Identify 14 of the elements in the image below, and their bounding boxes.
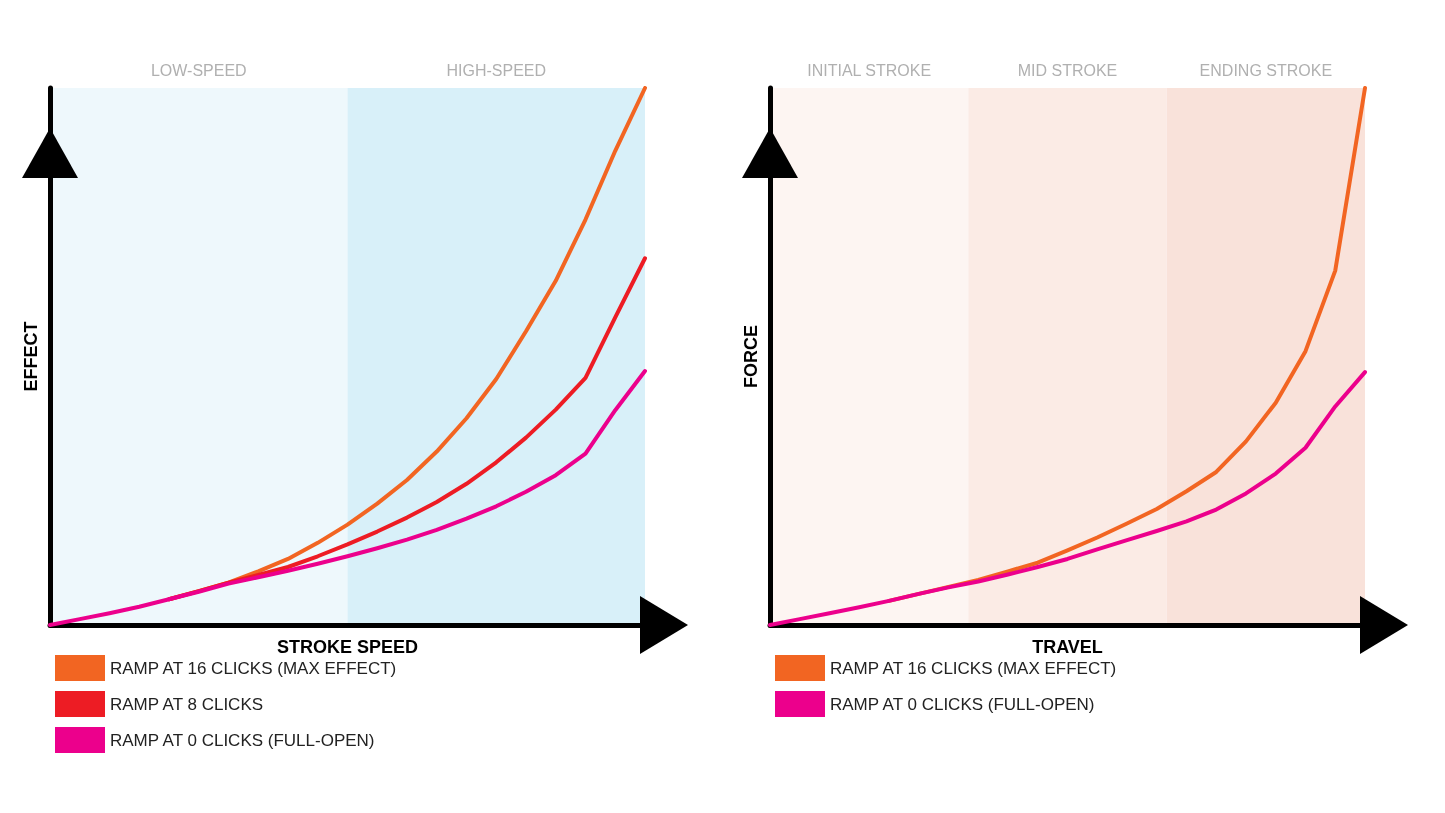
- text: HIGH-SPEED: [446, 61, 547, 79]
- legend-label: RAMP AT 16 CLICKS (MAX EFFECT): [830, 658, 1117, 678]
- x-axis-title: TRAVEL: [1032, 636, 1103, 657]
- y-axis-title: EFFECT: [21, 321, 41, 392]
- legend-label: RAMP AT 0 CLICKS (FULL-OPEN): [830, 694, 1095, 714]
- y-axis-title: FORCE: [741, 325, 761, 388]
- legend-label: RAMP AT 8 CLICKS: [110, 694, 264, 714]
- x-axis-title: STROKE SPEED: [276, 636, 419, 657]
- text: INITIAL STROKE: [807, 61, 932, 79]
- legend-label: RAMP AT 16 CLICKS (MAX EFFECT): [110, 658, 397, 678]
- text: ENDING STROKE: [1199, 61, 1333, 79]
- legend-label: RAMP AT 0 CLICKS (FULL-OPEN): [110, 730, 375, 750]
- text: MID STROKE: [1017, 61, 1118, 79]
- text: LOW-SPEED: [150, 61, 247, 79]
